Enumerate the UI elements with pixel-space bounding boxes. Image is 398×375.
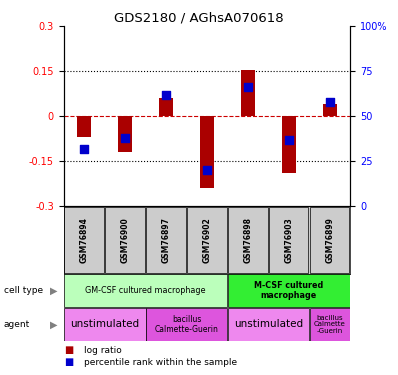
Bar	[282, 116, 296, 173]
Point	[286, 136, 292, 142]
Bar	[310, 308, 350, 341]
Bar	[323, 104, 337, 116]
Text: bacillus
Calmette
-Guerin: bacillus Calmette -Guerin	[314, 315, 345, 334]
Bar	[310, 207, 349, 273]
Bar	[146, 308, 227, 341]
Text: GSM76899: GSM76899	[325, 217, 334, 263]
Text: percentile rank within the sample: percentile rank within the sample	[84, 358, 237, 367]
Point	[81, 146, 87, 152]
Bar	[200, 116, 214, 188]
Text: bacillus
Calmette-Guerin: bacillus Calmette-Guerin	[154, 315, 219, 334]
Bar	[105, 207, 145, 273]
Bar	[159, 98, 173, 116]
Bar	[118, 116, 132, 152]
Text: GM-CSF cultured macrophage: GM-CSF cultured macrophage	[85, 286, 206, 295]
Bar	[64, 308, 146, 341]
Text: GDS2180 / AGhsA070618: GDS2180 / AGhsA070618	[114, 11, 284, 24]
Text: log ratio: log ratio	[84, 346, 121, 355]
Bar	[228, 274, 350, 307]
Text: ■: ■	[64, 345, 73, 355]
Point	[327, 99, 333, 105]
Bar	[64, 274, 227, 307]
Text: cell type: cell type	[4, 286, 43, 295]
Text: GSM76902: GSM76902	[203, 217, 211, 263]
Bar	[241, 70, 255, 116]
Bar	[228, 308, 309, 341]
Text: ▶: ▶	[50, 286, 57, 296]
Text: GSM76897: GSM76897	[162, 217, 170, 263]
Point	[245, 84, 251, 90]
Bar	[187, 207, 226, 273]
Text: M-CSF cultured
macrophage: M-CSF cultured macrophage	[254, 281, 324, 300]
Bar	[269, 207, 308, 273]
Text: ■: ■	[64, 357, 73, 367]
Text: unstimulated: unstimulated	[70, 320, 140, 329]
Text: unstimulated: unstimulated	[234, 320, 303, 329]
Text: agent: agent	[4, 320, 30, 329]
Text: ▶: ▶	[50, 320, 57, 329]
Bar	[77, 116, 91, 137]
Point	[163, 92, 169, 98]
Text: GSM76903: GSM76903	[284, 217, 293, 263]
Bar	[228, 207, 267, 273]
Point	[122, 135, 128, 141]
Text: GSM76900: GSM76900	[121, 217, 130, 263]
Text: GSM76894: GSM76894	[80, 217, 89, 263]
Text: GSM76898: GSM76898	[244, 217, 252, 263]
Point	[204, 167, 210, 173]
Bar	[146, 207, 186, 273]
Bar	[64, 207, 104, 273]
